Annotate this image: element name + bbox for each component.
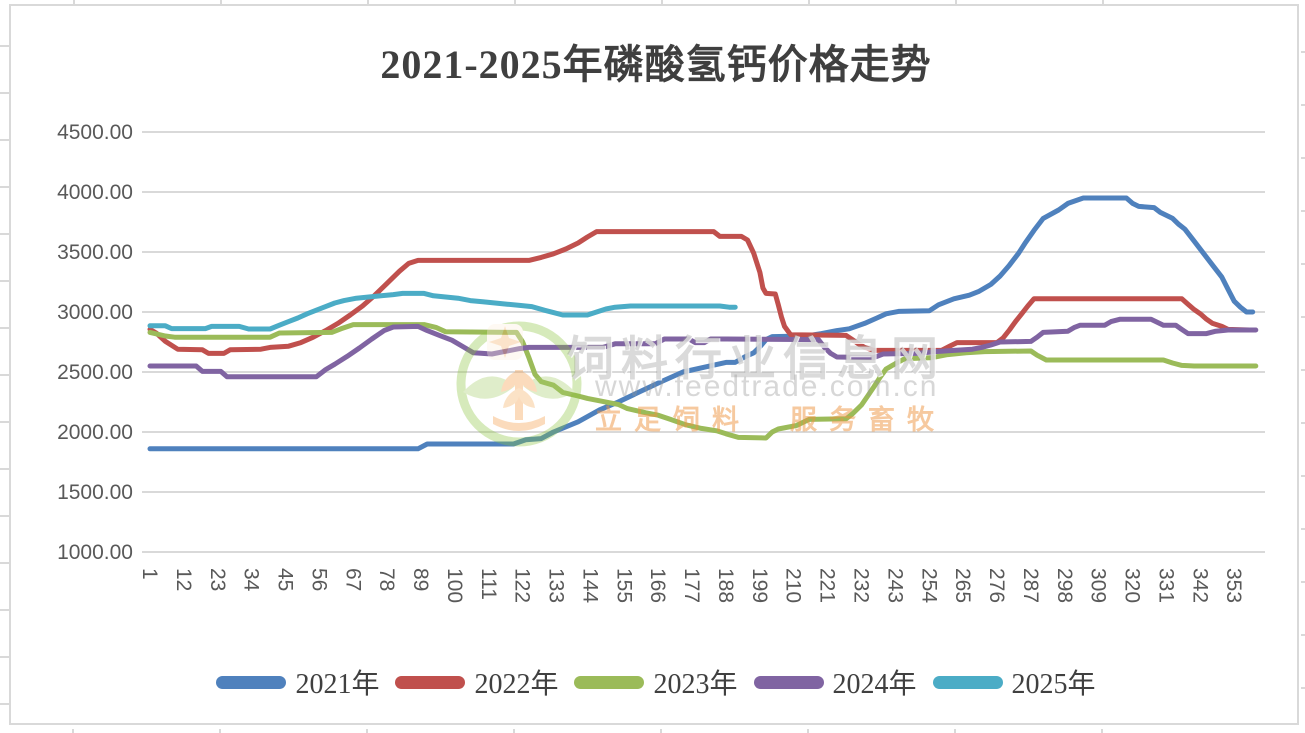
x-axis-tick-label: 342	[1188, 568, 1211, 603]
legend-label: 2025年	[1011, 669, 1096, 700]
y-axis-tick-label: 1500.00	[57, 481, 133, 504]
x-axis-tick-label: 188	[714, 568, 737, 603]
x-axis-tick-label: 221	[816, 568, 839, 603]
legend-item-2022年: 2022年	[395, 662, 558, 702]
x-axis-tick-label: 298	[1053, 568, 1076, 603]
legend-swatch-icon	[395, 675, 466, 689]
worksheet-gridlines-right	[1301, 0, 1305, 733]
series-line-2022年	[147, 229, 1253, 356]
x-axis-tick-label: 177	[680, 568, 703, 603]
x-axis-tick-label: 67	[341, 568, 364, 591]
x-axis-tick-label: 100	[443, 568, 466, 603]
x-axis-tick-label: 287	[1019, 568, 1042, 603]
x-axis-tick-label: 89	[409, 568, 432, 591]
y-axis-tick-label: 1000.00	[57, 541, 133, 564]
legend-item-2021年: 2021年	[216, 662, 379, 702]
x-axis-tick-label: 155	[612, 568, 635, 603]
series-line-2025年	[147, 290, 738, 332]
x-axis-tick-label: 111	[477, 568, 500, 600]
x-axis-tick-label: 133	[545, 568, 568, 603]
x-axis-tick-label: 199	[748, 568, 771, 603]
legend-swatch-icon	[753, 675, 824, 689]
legend-swatch-icon	[574, 675, 645, 689]
x-axis-tick-label: 276	[985, 568, 1008, 603]
series-line-2024年	[147, 316, 1259, 380]
y-axis-tick-label: 2000.00	[57, 421, 133, 444]
x-axis-tick-label: 353	[1222, 568, 1245, 603]
x-axis-tick-label: 78	[375, 568, 398, 591]
series-line-2023年	[147, 322, 1259, 441]
y-axis-tick-label: 4500.00	[57, 121, 133, 144]
y-axis-tick-label: 3500.00	[57, 241, 133, 264]
worksheet-gridlines-left	[0, 0, 9, 733]
x-axis-tick-label: 144	[578, 568, 601, 603]
x-axis-tick-label: 45	[274, 568, 297, 591]
plot-area: 4500.00 4000.00 3500.00 3000.00 2500.00 2000.…	[57, 121, 1265, 603]
worksheet-gridlines-top	[0, 0, 1305, 4]
x-axis-tick-label: 34	[240, 568, 263, 592]
y-axis-tick-label: 3000.00	[57, 301, 133, 324]
y-axis-tick-label: 4000.00	[57, 181, 133, 204]
x-axis-tick-label: 331	[1154, 568, 1177, 603]
y-axis-tick-label: 2500.00	[57, 361, 133, 384]
x-axis-tick-label: 23	[206, 568, 229, 591]
x-axis-tick-label: 320	[1121, 568, 1144, 603]
legend-label: 2023年	[653, 669, 738, 700]
chart-title: 2021-2025年磷酸氢钙价格走势	[380, 42, 932, 87]
legend-item-2024年: 2024年	[753, 662, 917, 702]
worksheet-gridlines-bottom	[0, 729, 1305, 733]
chart-area: 2021-2025年磷酸氢钙价格走势 4500.00 4000.00 3500.00…	[9, 4, 1299, 725]
chart-legend: 2021年 2022年 2023年 2024年 2025年	[11, 662, 1301, 702]
x-axis-tick-label: 56	[307, 568, 330, 591]
legend-item-2025年: 2025年	[932, 662, 1096, 702]
x-axis-tick-label: 12	[172, 568, 195, 591]
legend-swatch-icon	[932, 675, 1003, 689]
legend-label: 2022年	[474, 669, 559, 700]
legend-swatch-icon	[216, 675, 287, 689]
x-axis-tick-label: 243	[883, 568, 906, 603]
legend-label: 2024年	[832, 669, 917, 700]
series-line-2021年	[147, 195, 1256, 452]
x-axis-tick-label: 232	[850, 568, 873, 603]
legend-label: 2021年	[295, 669, 380, 700]
x-axis-tick-label: 122	[511, 568, 534, 603]
x-axis-tick-label: 166	[646, 568, 669, 603]
x-axis-tick-label: 1	[138, 568, 161, 580]
x-axis-tick-label: 254	[917, 568, 940, 603]
x-axis-tick-label: 309	[1087, 568, 1110, 603]
x-axis-tick-label: 210	[782, 568, 805, 603]
x-axis-tick-label: 265	[951, 568, 974, 603]
legend-item-2023年: 2023年	[574, 662, 738, 702]
